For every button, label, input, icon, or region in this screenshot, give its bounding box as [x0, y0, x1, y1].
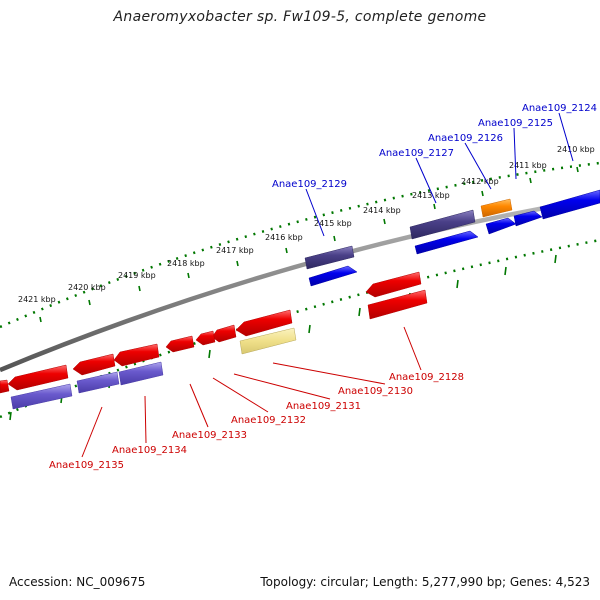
- label-anae109-2133[interactable]: Anae109_2133: [172, 430, 247, 441]
- label-anae109-2135[interactable]: Anae109_2135: [49, 460, 124, 471]
- genome-backbone: [0, 195, 600, 373]
- label-anae109-2127[interactable]: Anae109_2127: [379, 148, 454, 159]
- leader-anae109-2126: [464, 142, 492, 190]
- outer-tick: [481, 190, 484, 197]
- gene-partial-left[interactable]: [0, 379, 10, 394]
- kbp-label: 2417 kbp: [216, 246, 254, 255]
- kbp-label: 2421 kbp: [18, 295, 56, 304]
- leader-anae109-2135: [81, 406, 103, 458]
- label-anae109-2134[interactable]: Anae109_2134: [112, 445, 187, 456]
- accession-text: Accession: NC_009675: [9, 575, 146, 589]
- kbp-label: 2413 kbp: [412, 191, 450, 200]
- kbp-label: 2416 kbp: [265, 233, 303, 242]
- map-title: Anaeromyxobacter sp. Fw109-5, complete g…: [113, 9, 487, 25]
- leader-anae109-2134: [144, 395, 147, 444]
- gene-anae109-2129[interactable]: [308, 265, 358, 287]
- outer-tick: [576, 166, 579, 173]
- leader-anae109-2132: [212, 377, 269, 413]
- outer-tick: [285, 247, 288, 254]
- gene-anae109-2135[interactable]: [7, 364, 69, 391]
- leader-anae109-2128: [403, 326, 422, 371]
- label-anae109-2130[interactable]: Anae109_2130: [338, 386, 413, 397]
- outer-tick: [529, 177, 532, 184]
- outer-major-ticks: [39, 166, 579, 323]
- feature-anae109-2129-purple[interactable]: [304, 245, 355, 270]
- gene-anae109-2124[interactable]: [539, 189, 600, 220]
- outer-tick: [433, 203, 436, 210]
- outer-tick: [236, 260, 239, 267]
- kbp-label: 2420 kbp: [68, 283, 106, 292]
- gene-anae109-2135-b[interactable]: [72, 353, 116, 376]
- feature-anae109-2127-purple[interactable]: [409, 209, 476, 240]
- inner-tick: [504, 266, 507, 276]
- feature-anae109-2135-lavender[interactable]: [76, 371, 120, 394]
- label-anae109-2125[interactable]: Anae109_2125: [478, 118, 553, 129]
- gene-anae109-2130[interactable]: [235, 309, 293, 337]
- leader-anae109-2125: [513, 127, 517, 180]
- feature-anae109-2126-orange[interactable]: [480, 198, 513, 218]
- gene-anae109-2128-a[interactable]: [365, 271, 422, 298]
- feature-anae109-2135-lavender-2[interactable]: [10, 383, 73, 410]
- leader-anae109-2127: [415, 157, 437, 204]
- outer-tick: [138, 285, 141, 292]
- leader-lines-reverse: [81, 326, 422, 458]
- outer-tick: [383, 218, 386, 225]
- genome-stats-text: Topology: circular; Length: 5,277,990 bp…: [260, 575, 590, 589]
- inner-tick: [9, 411, 12, 421]
- gene-anae109-2128[interactable]: [367, 289, 428, 320]
- inner-tick: [554, 254, 557, 264]
- feature-anae109-2134-lavender[interactable]: [118, 361, 164, 386]
- outer-tick: [187, 272, 190, 279]
- label-anae109-2128[interactable]: Anae109_2128: [389, 372, 464, 383]
- outer-tick: [88, 299, 91, 306]
- kbp-label: 2418 kbp: [167, 259, 205, 268]
- label-anae109-2126[interactable]: Anae109_2126: [428, 133, 503, 144]
- inner-tick: [456, 279, 459, 289]
- leader-anae109-2124: [558, 112, 574, 162]
- gene-anae109-2127[interactable]: [414, 230, 479, 255]
- outer-tick: [333, 235, 336, 242]
- outer-tick: [39, 316, 42, 323]
- inner-tick: [308, 324, 311, 334]
- leader-anae109-2129: [305, 188, 325, 237]
- pseudogene-yellow[interactable]: [239, 327, 297, 355]
- kbp-labels: 2421 kbp 2420 kbp 2419 kbp 2418 kbp 2417…: [18, 145, 595, 304]
- gene-anae109-2125[interactable]: [513, 210, 543, 227]
- inner-tick: [358, 307, 361, 317]
- kbp-label: 2410 kbp: [557, 145, 595, 154]
- label-anae109-2132[interactable]: Anae109_2132: [231, 415, 306, 426]
- kbp-label: 2414 kbp: [363, 206, 401, 215]
- reverse-gene-labels: Anae109_2128 Anae109_2130 Anae109_2131 A…: [49, 372, 464, 471]
- leader-lines-forward: [305, 112, 574, 237]
- leader-anae109-2133: [189, 383, 209, 428]
- leader-anae109-2131: [233, 373, 331, 400]
- gene-anae109-2131[interactable]: [211, 324, 237, 343]
- inner-tick: [208, 349, 211, 359]
- gene-anae109-2132[interactable]: [195, 330, 216, 346]
- label-anae109-2124[interactable]: Anae109_2124: [522, 103, 597, 114]
- kbp-label: 2412 kbp: [461, 177, 499, 186]
- label-anae109-2129[interactable]: Anae109_2129: [272, 179, 347, 190]
- gene-anae109-2134[interactable]: [113, 343, 160, 367]
- label-anae109-2131[interactable]: Anae109_2131: [286, 401, 361, 412]
- kbp-label: 2411 kbp: [509, 161, 547, 170]
- kbp-label: 2415 kbp: [314, 219, 352, 228]
- gene-anae109-2133[interactable]: [165, 335, 195, 353]
- forward-gene-labels: Anae109_2124 Anae109_2125 Anae109_2126 A…: [272, 103, 597, 190]
- leader-anae109-2130: [272, 362, 386, 385]
- kbp-label: 2419 kbp: [118, 271, 156, 280]
